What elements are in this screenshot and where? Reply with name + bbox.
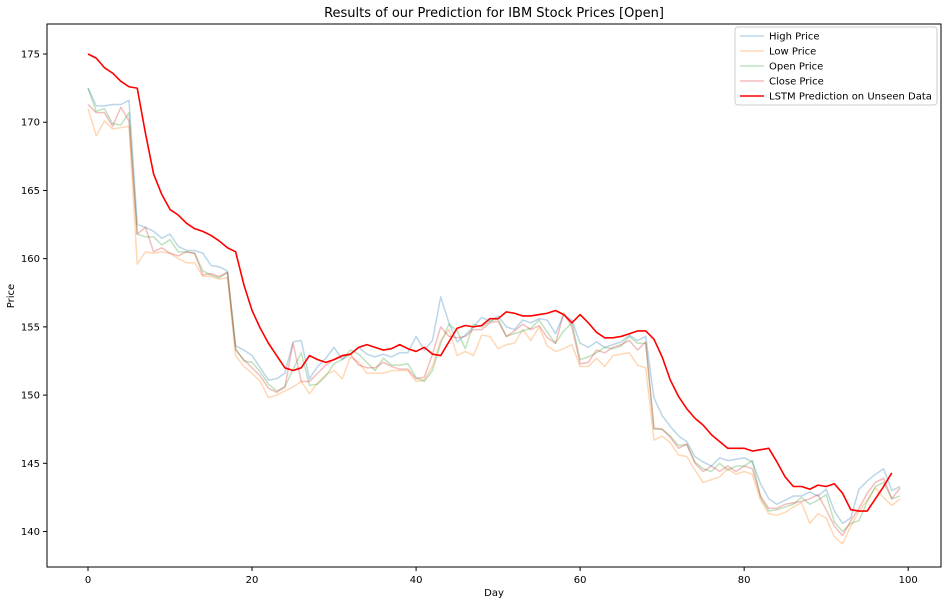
- x-tick-label-0: 0: [85, 575, 91, 586]
- legend-label-0: High Price: [769, 32, 820, 43]
- x-tick-label-5: 100: [899, 575, 918, 586]
- x-tick-label-4: 80: [738, 575, 751, 586]
- series-line-1: [87, 108, 901, 545]
- x-axis: 0 20 40 60 80 100: [85, 567, 918, 586]
- chart-title: Results of our Prediction for IBM Stock …: [324, 6, 664, 21]
- y-tick-label-4: 160: [21, 254, 40, 265]
- x-tick-label-1: 20: [246, 575, 259, 586]
- series-line-4: [87, 53, 893, 512]
- legend-label-4: LSTM Prediction on Unseen Data: [769, 92, 932, 103]
- series-layer: [87, 53, 901, 545]
- plot-frame: [46, 23, 942, 568]
- series-line-2: [87, 87, 901, 533]
- y-tick-label-0: 140: [21, 527, 40, 538]
- legend-label-3: Close Price: [769, 77, 824, 88]
- y-tick-label-2: 150: [21, 391, 40, 402]
- y-tick-label-5: 165: [21, 186, 40, 197]
- y-axis: 140 145 150 155 160 165 170 175: [21, 50, 47, 538]
- y-tick-label-6: 170: [21, 118, 40, 129]
- legend-label-2: Open Price: [769, 62, 823, 73]
- series-line-3: [87, 103, 901, 537]
- legend-label-1: Low Price: [769, 47, 816, 58]
- y-axis-label: Price: [6, 284, 17, 308]
- y-tick-label-3: 155: [21, 322, 40, 333]
- x-tick-label-3: 60: [574, 575, 587, 586]
- x-tick-label-2: 40: [410, 575, 423, 586]
- y-tick-label-1: 145: [21, 459, 40, 470]
- x-axis-label: Day: [484, 588, 504, 599]
- legend: High Price Low Price Open Price Close Price…: [734, 26, 938, 106]
- legend-box: [734, 26, 938, 106]
- y-tick-label-7: 175: [21, 50, 40, 61]
